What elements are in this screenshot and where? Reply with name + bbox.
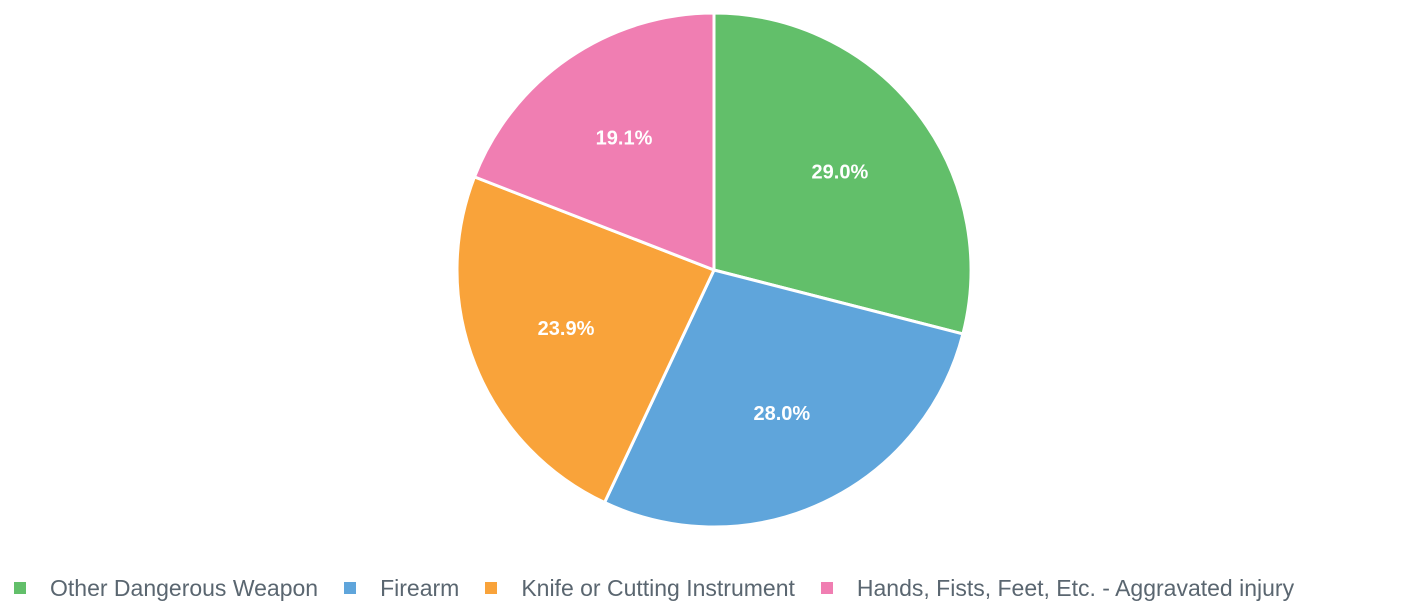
pie-slices [455,11,973,529]
pie-slice-label: 29.0% [812,161,869,183]
legend-label: Firearm [380,574,460,601]
pie-slice-labels: 29.0% 28.0% 23.9% 19.1% [538,127,869,425]
legend-label: Other Dangerous Weapon [50,574,319,601]
legend-swatch [820,582,833,594]
legend-item-other-dangerous-weapon[interactable]: Other Dangerous Weapon [14,575,318,602]
legend-swatch [485,582,498,594]
legend-item-firearm[interactable]: Firearm [344,575,459,602]
legend-item-knife-or-cutting-instrument[interactable]: Knife or Cutting Instrument [485,575,795,602]
pie-slice-label: 28.0% [753,403,810,425]
legend-label: Hands, Fists, Feet, Etc. - Aggravated in… [856,574,1295,601]
pie-slice-label: 23.9% [538,318,595,340]
legend-label: Knife or Cutting Instrument [521,574,795,601]
pie-slice-label: 19.1% [596,127,653,149]
legend: Other Dangerous Weapon Firearm Knife or … [14,574,1320,602]
pie-slice-3[interactable] [472,11,716,272]
pie-slice-2[interactable] [455,175,716,505]
pie-slice-0[interactable] [712,11,973,336]
legend-swatch [14,582,26,594]
legend-item-hands-fists-feet[interactable]: Hands, Fists, Feet, Etc. - Aggravated in… [820,574,1295,602]
pie-slice-1[interactable] [603,268,965,529]
legend-swatch [344,582,357,594]
